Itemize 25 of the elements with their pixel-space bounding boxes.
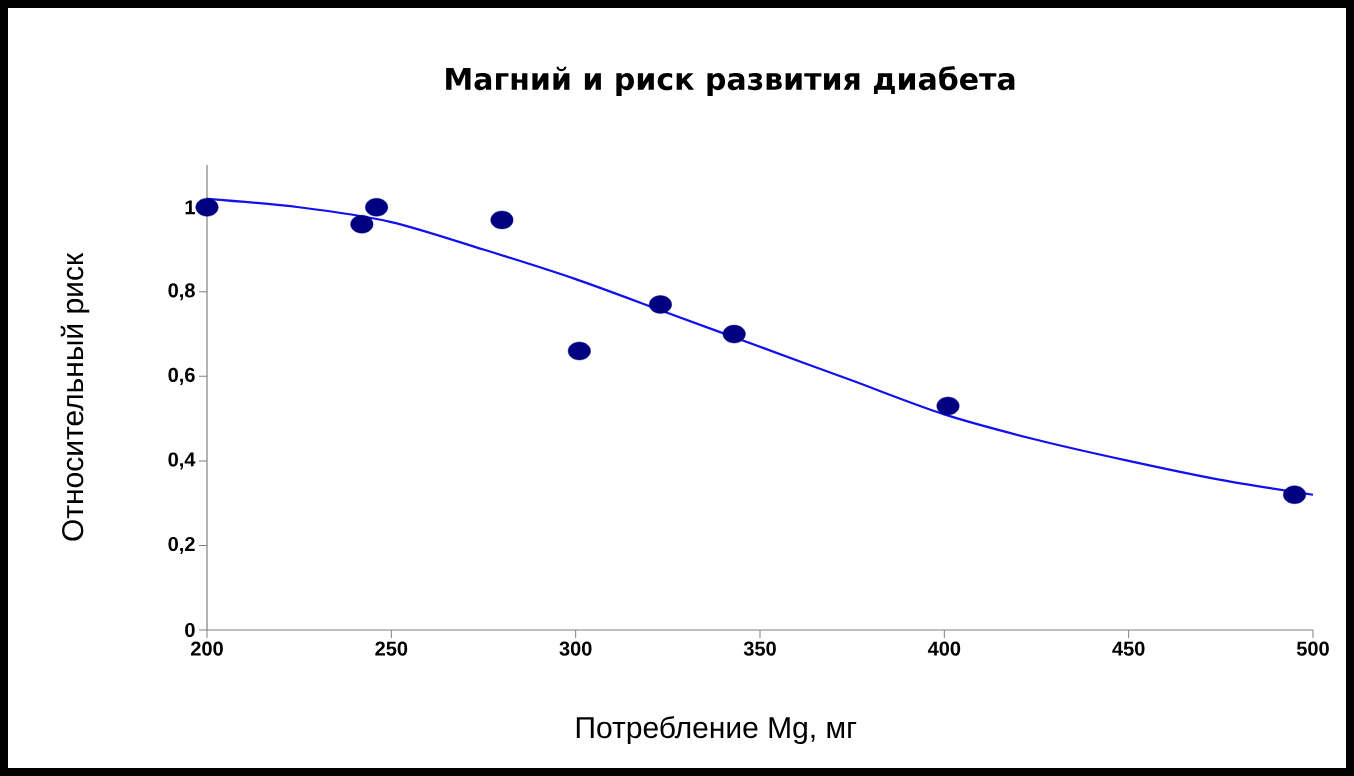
point [490, 210, 514, 230]
point [1283, 485, 1306, 504]
x-tick-label: 400 [927, 641, 961, 656]
y-tick-label: 0,8 [168, 283, 195, 301]
x-tick-label: 200 [191, 641, 223, 656]
x-tick-label: 300 [559, 641, 592, 656]
y-tick-label: 0,2 [168, 536, 195, 554]
point [350, 214, 374, 234]
chart-title: Магний и риск развития диабета [446, 65, 1015, 96]
point [722, 324, 746, 344]
y-tick-label: 1 [185, 200, 195, 215]
x-tick-label: 500 [1296, 641, 1329, 656]
x-tick-label: 450 [1112, 641, 1145, 656]
x-tick-label: 350 [743, 641, 776, 656]
point [195, 198, 219, 217]
point [936, 396, 960, 416]
x-axis-title: Потребление Mg, мг [576, 715, 857, 745]
y-tick-label: 0,6 [168, 367, 195, 385]
y-tick-label: 0 [185, 622, 195, 638]
point [567, 341, 591, 361]
y-tick-label: 0,4 [168, 452, 196, 470]
point [365, 198, 389, 217]
y-axis-title: Относительный риск [60, 252, 90, 541]
x-tick-label: 250 [375, 641, 408, 656]
point [649, 295, 672, 314]
